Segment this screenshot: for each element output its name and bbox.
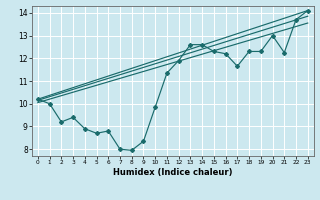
X-axis label: Humidex (Indice chaleur): Humidex (Indice chaleur) [113,168,233,177]
